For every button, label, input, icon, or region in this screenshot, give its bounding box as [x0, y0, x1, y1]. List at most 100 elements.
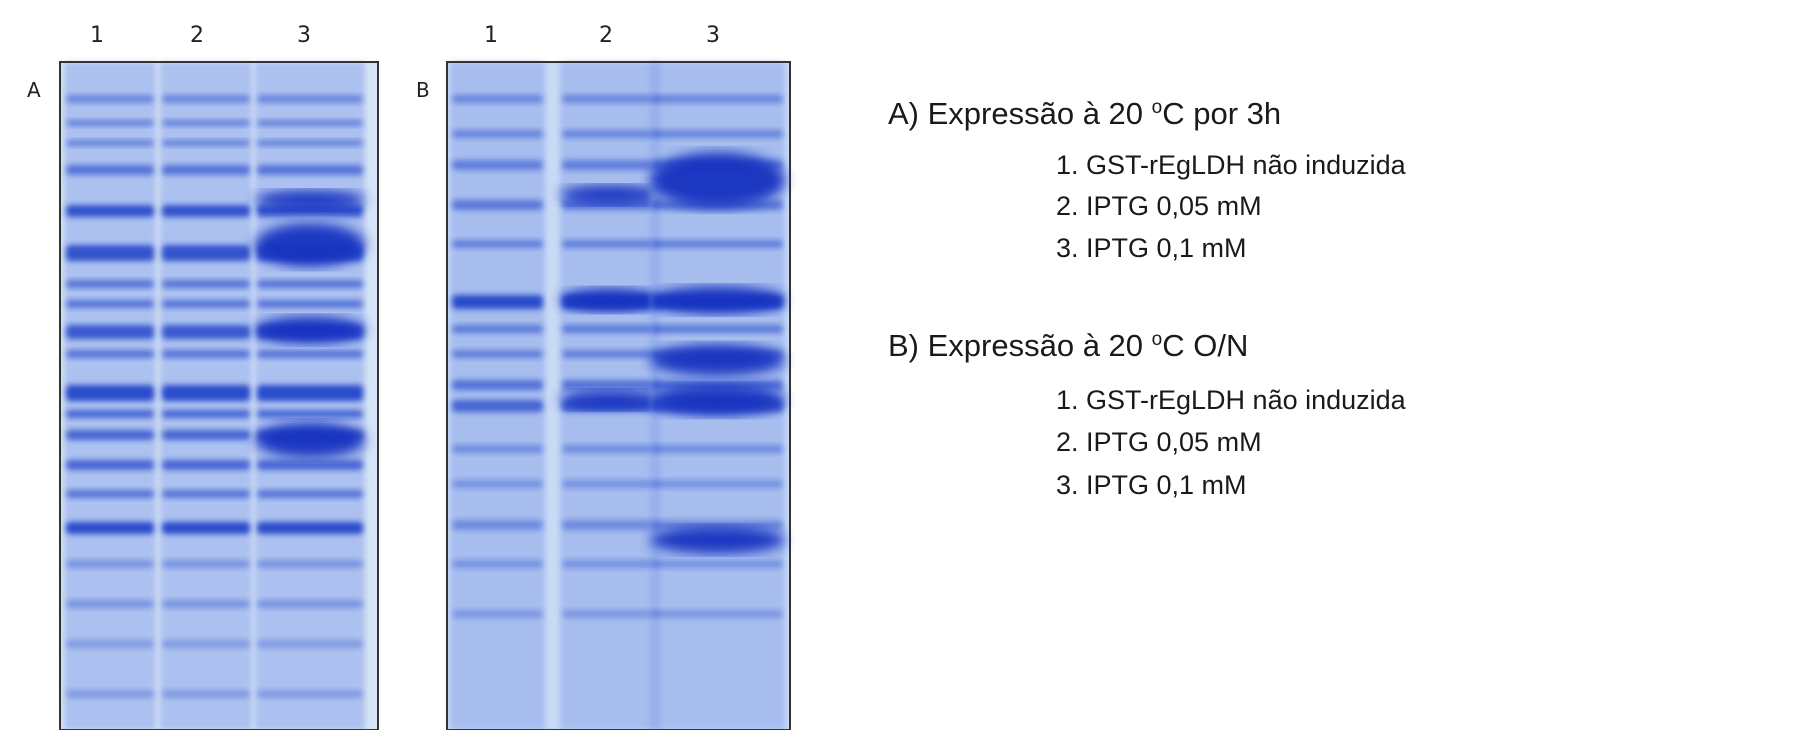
band: [650, 286, 785, 314]
band: [650, 152, 785, 208]
band: [257, 95, 363, 103]
band: [66, 120, 154, 126]
band: [650, 384, 785, 416]
band: [66, 560, 154, 568]
band: [162, 522, 250, 534]
band: [562, 240, 658, 248]
band: [162, 325, 250, 339]
band: [257, 560, 363, 568]
lane-number: 2: [190, 23, 204, 48]
legend-item: 3. IPTG 0,1 mM: [1056, 233, 1247, 263]
legend-heading: B) Expressão à 20 oC O/N: [888, 328, 1248, 363]
band: [255, 190, 365, 210]
band: [652, 445, 783, 453]
band: [452, 95, 543, 103]
band: [652, 480, 783, 488]
band: [452, 520, 543, 530]
band: [452, 160, 543, 170]
band: [452, 610, 543, 618]
band: [66, 95, 154, 103]
legend: A) Expressão à 20 oC por 3h 1. GST-rEgLD…: [888, 96, 1407, 500]
band: [66, 140, 154, 146]
band: [452, 240, 543, 248]
heading-text: B) Expressão à 20: [888, 328, 1152, 363]
band: [162, 120, 250, 126]
band: [162, 350, 250, 358]
band: [560, 185, 660, 205]
band: [562, 95, 658, 103]
band: [562, 325, 658, 333]
band: [162, 640, 250, 648]
band: [257, 690, 363, 698]
band: [66, 300, 154, 308]
band: [162, 245, 250, 261]
band: [162, 140, 250, 146]
band: [562, 350, 658, 358]
band: [652, 520, 783, 530]
band: [452, 560, 543, 568]
legend-item: 3. IPTG 0,1 mM: [1056, 470, 1247, 500]
band: [562, 445, 658, 453]
lane-number: 1: [90, 23, 104, 48]
band: [255, 223, 365, 267]
band: [562, 480, 658, 488]
band: [66, 490, 154, 498]
lane: [450, 62, 545, 730]
lane-number: 2: [599, 23, 613, 48]
band: [66, 640, 154, 648]
band: [162, 410, 250, 418]
lane-number: 3: [706, 23, 720, 48]
band: [66, 280, 154, 288]
band: [650, 526, 785, 554]
band: [162, 205, 250, 217]
band: [162, 300, 250, 308]
gel-lanes: [64, 62, 365, 730]
band: [562, 560, 658, 568]
gel-b: [446, 61, 791, 731]
heading-text: C por 3h: [1162, 96, 1281, 131]
lane-number: 3: [297, 23, 311, 48]
band: [257, 140, 363, 146]
band: [162, 690, 250, 698]
band: [66, 410, 154, 418]
band: [66, 522, 154, 534]
band: [452, 350, 543, 358]
legend-heading: A) Expressão à 20 oC por 3h: [888, 96, 1281, 131]
band: [452, 325, 543, 333]
panel-label: B: [416, 78, 430, 102]
band: [255, 316, 365, 344]
legend-item: 1. GST-rEgLDH não induzida: [1056, 150, 1407, 180]
band: [257, 350, 363, 358]
band: [652, 325, 783, 333]
band: [452, 400, 543, 412]
band: [562, 380, 658, 390]
band: [257, 120, 363, 126]
band: [652, 95, 783, 103]
band: [652, 610, 783, 618]
band: [257, 640, 363, 648]
degree: o: [1152, 329, 1163, 350]
band: [255, 422, 365, 458]
band: [162, 600, 250, 608]
band: [162, 560, 250, 568]
band: [452, 445, 543, 453]
band: [257, 300, 363, 308]
band: [452, 200, 543, 210]
band: [162, 385, 250, 401]
band: [560, 288, 660, 312]
band: [452, 380, 543, 390]
band: [162, 430, 250, 440]
band: [162, 95, 250, 103]
band: [652, 130, 783, 138]
band: [562, 610, 658, 618]
legend-item: 2. IPTG 0,05 mM: [1056, 191, 1262, 221]
band: [257, 600, 363, 608]
band: [66, 460, 154, 470]
band: [562, 160, 658, 170]
band: [66, 325, 154, 339]
legend-item: 1. GST-rEgLDH não induzida: [1056, 385, 1407, 415]
band: [66, 350, 154, 358]
band: [162, 280, 250, 288]
band: [66, 245, 154, 261]
